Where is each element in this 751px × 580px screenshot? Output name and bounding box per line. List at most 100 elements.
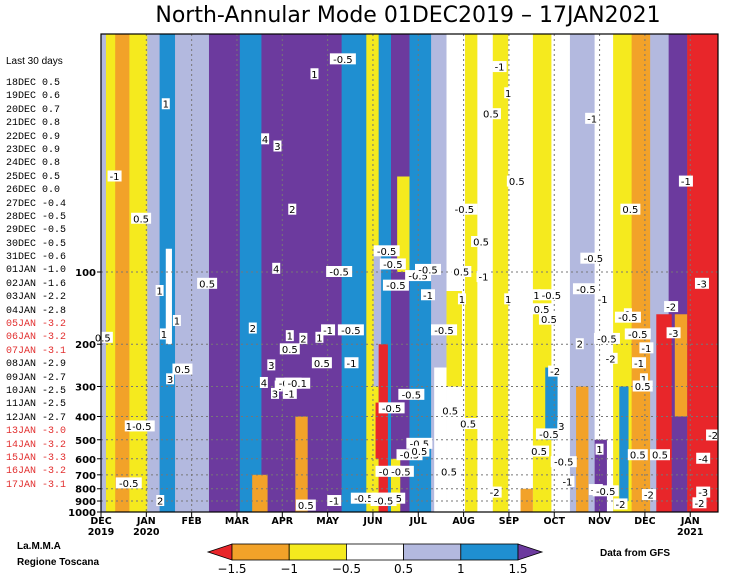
contour-label-22: 3 bbox=[272, 389, 278, 400]
contour-label-6: 0.5 bbox=[199, 279, 215, 290]
daily-row-19dec: 19DEC 0.6 bbox=[6, 90, 106, 103]
contour-label-82: -1 bbox=[562, 478, 572, 489]
daily-row-date: 07JAN bbox=[6, 345, 43, 357]
color-patch-2 bbox=[295, 416, 308, 512]
y-tick-label-4: 600 bbox=[75, 455, 96, 466]
contour-label-111: 0.5 bbox=[652, 451, 668, 462]
daily-row-value: -1.6 bbox=[42, 278, 67, 290]
daily-row-date: 11JAN bbox=[6, 399, 43, 411]
contour-label-bg-62 bbox=[451, 203, 478, 215]
daily-row-date: 04JAN bbox=[6, 305, 43, 317]
contour-label-bg-110 bbox=[614, 311, 641, 323]
daily-row-date: 23DEC bbox=[6, 144, 43, 156]
daily-row-date: 25DEC bbox=[6, 171, 43, 183]
contour-label-36: -1 bbox=[347, 359, 357, 370]
daily-row-date: 02JAN bbox=[6, 278, 43, 290]
contour-label-bg-68 bbox=[492, 61, 507, 73]
daily-row-date: 17JAN bbox=[6, 479, 43, 491]
daily-row-25dec: 25DEC 0.5 bbox=[6, 171, 106, 184]
color-band-1 bbox=[105, 34, 116, 512]
legend-swatch-4 bbox=[403, 543, 462, 561]
contour-label-11: 1 bbox=[126, 422, 132, 433]
legend-arrow-high bbox=[517, 543, 544, 561]
contour-label-bg-24 bbox=[284, 377, 311, 389]
legend-level-3: 0.5 bbox=[394, 562, 413, 576]
contour-label-bg-11 bbox=[124, 420, 133, 432]
daily-row-01jan: 01JAN -1.0 bbox=[6, 264, 106, 277]
daily-row-04jan: 04JAN -2.8 bbox=[6, 305, 106, 318]
daily-row-value: 0.7 bbox=[42, 104, 61, 116]
x-tick-label-11: NOV bbox=[588, 516, 612, 527]
x-tick-label-5: MAY bbox=[316, 516, 339, 527]
contour-label-bg-63 bbox=[476, 271, 491, 283]
contour-label-bg-108 bbox=[639, 342, 654, 354]
contour-label-bg-17 bbox=[272, 262, 281, 274]
daily-row-value: 0.8 bbox=[42, 118, 61, 130]
contour-label-60: 0.5 bbox=[453, 268, 469, 279]
contour-label-77: -2 bbox=[550, 367, 560, 378]
contour-label-bg-53 bbox=[409, 445, 430, 457]
contour-label-95: 0.5 bbox=[630, 451, 646, 462]
contour-label-bg-0 bbox=[92, 331, 113, 343]
contour-label-5: 1 bbox=[174, 316, 180, 327]
x-tick-year-13: 2021 bbox=[677, 527, 703, 538]
contour-label-bg-34 bbox=[311, 357, 332, 369]
contour-label-bg-79 bbox=[529, 445, 550, 457]
contour-label-35: -0.5 bbox=[341, 326, 361, 337]
contour-label-43: -0.5 bbox=[386, 281, 406, 292]
contour-label-bg-91 bbox=[620, 203, 641, 215]
contour-label-96: -2 bbox=[644, 491, 654, 502]
contour-label-bg-46 bbox=[415, 263, 442, 275]
daily-row-value: -3.2 bbox=[42, 466, 67, 478]
daily-row-09jan: 09JAN -2.7 bbox=[6, 372, 106, 385]
daily-row-value: 0.5 bbox=[42, 78, 61, 89]
daily-row-value: 0.5 bbox=[42, 171, 61, 183]
color-patch-7 bbox=[397, 176, 410, 272]
daily-row-value: -3.3 bbox=[42, 452, 67, 464]
color-band-20 bbox=[492, 34, 509, 512]
contour-label-bg-10 bbox=[166, 373, 175, 385]
contour-label-bg-4 bbox=[155, 285, 164, 297]
color-patch-17 bbox=[674, 314, 688, 417]
legend-arrow-low bbox=[206, 543, 233, 561]
contour-label-73: 1 bbox=[533, 291, 539, 302]
contour-label-107: -1 bbox=[681, 177, 691, 188]
contour-label-55: -0.5 bbox=[374, 497, 394, 508]
daily-row-value: -1.0 bbox=[42, 265, 67, 277]
contour-label-83: 2 bbox=[577, 340, 583, 351]
contour-label-bg-92 bbox=[580, 252, 607, 264]
contour-label-37: 0.5 bbox=[298, 501, 314, 512]
contour-label-bg-35 bbox=[337, 324, 364, 336]
daily-row-date: 22DEC bbox=[6, 131, 43, 143]
contour-label-bg-73 bbox=[532, 289, 541, 301]
color-patch-15 bbox=[656, 314, 672, 512]
contour-label-bg-47 bbox=[421, 289, 436, 301]
daily-row-date: 12JAN bbox=[6, 412, 43, 424]
contour-label-bg-89 bbox=[592, 485, 619, 497]
daily-row-value: -3.2 bbox=[42, 439, 67, 451]
contour-label-34: 0.5 bbox=[314, 359, 330, 370]
contour-label-62: -0.5 bbox=[455, 205, 475, 216]
contour-label-bg-14 bbox=[261, 133, 270, 145]
y-tick-label-6: 400 bbox=[75, 412, 96, 423]
contour-label-bg-95 bbox=[627, 449, 648, 461]
contour-label-bg-22 bbox=[270, 387, 279, 399]
contour-label-bg-58 bbox=[431, 324, 458, 336]
color-band-7 bbox=[208, 34, 241, 512]
side-panel-title: Last 30 days bbox=[6, 56, 63, 67]
contour-label-bg-74 bbox=[531, 303, 552, 315]
daily-row-value: -2.2 bbox=[42, 292, 67, 304]
color-patch-0 bbox=[165, 248, 172, 345]
contour-label-bg-29 bbox=[310, 68, 319, 80]
x-tick-label-6: JUN bbox=[362, 516, 382, 527]
daily-row-03jan: 03JAN -2.2 bbox=[6, 291, 106, 304]
color-band-3 bbox=[129, 34, 148, 512]
contour-label-45: -0.5 bbox=[408, 272, 428, 283]
contour-label-10: 3 bbox=[167, 375, 173, 386]
daily-row-13jan: 13JAN -3.0 bbox=[6, 425, 106, 438]
contour-label-bg-60 bbox=[451, 266, 472, 277]
contour-label-46: -0.5 bbox=[418, 265, 438, 276]
contour-label-bg-7 bbox=[159, 328, 168, 340]
contour-label-bg-70 bbox=[506, 175, 527, 187]
contour-label-92: -0.5 bbox=[584, 254, 604, 265]
